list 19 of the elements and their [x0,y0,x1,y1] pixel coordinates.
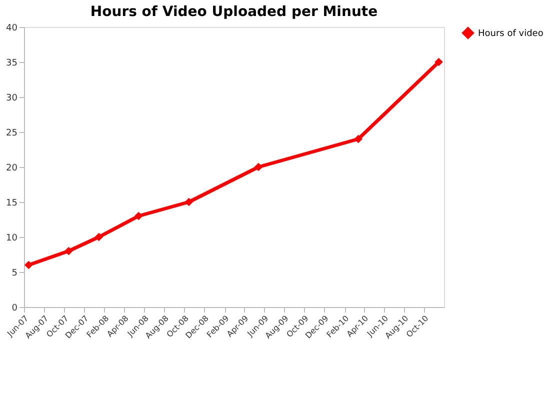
point [94,232,104,242]
point [134,212,143,220]
y-tick-label: 30 [6,94,18,104]
y-tick-label: 10 [6,234,18,244]
y-tick-label: 40 [6,24,18,34]
point [184,198,194,206]
legend-label: Hours of video [478,29,544,39]
y-tick-label: 25 [6,128,18,138]
point [434,58,443,66]
y-tick-label: 20 [6,164,18,174]
y-tick-label: 15 [6,198,18,208]
point [24,260,33,270]
y-tick-label: 0 [12,304,18,314]
y-tick-label: 35 [6,58,18,68]
y-tick-label: 5 [12,268,18,278]
point [254,162,263,172]
chart-title: Hours of Video Uploaded per Minute [90,4,378,20]
point [64,246,73,256]
point [354,134,362,144]
